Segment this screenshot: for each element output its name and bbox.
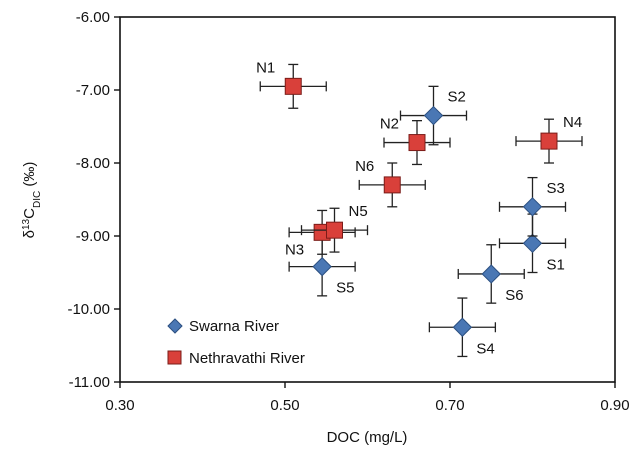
y-axis-title-sub: DIC [32, 191, 43, 208]
y-tick-label: -7.00 [76, 82, 110, 99]
point-label: N5 [349, 203, 368, 220]
point-label: S1 [547, 256, 565, 273]
data-point-square [383, 176, 401, 194]
data-point-diamond [522, 233, 543, 254]
x-tick-label: 0.30 [105, 397, 134, 414]
point-label: S3 [547, 180, 565, 197]
point-labels: S1 S2 S3 S4 S5 S6 N1 N2 N3 N4 N5 N6 [256, 59, 582, 357]
data-point-diamond [481, 264, 501, 284]
y-tick-label: -11.00 [69, 374, 110, 391]
x-axis-title: DOC (mg/L) [327, 429, 408, 446]
y-tick-label: -9.00 [76, 228, 110, 245]
point-label: N4 [563, 114, 582, 131]
point-label: N1 [256, 59, 275, 76]
point-label: N6 [355, 158, 374, 175]
legend-item-swarna: Swarna River [167, 318, 279, 335]
y-axis-title-sup: 13 [21, 218, 32, 230]
legend: Swarna River Nethravathi River [167, 318, 305, 367]
y-tick-label: -10.00 [67, 301, 110, 318]
data-point-square [326, 221, 343, 239]
y-axis-title-unit: (‰) [21, 162, 38, 191]
x-tick-label: 0.50 [270, 397, 299, 414]
point-label: S5 [336, 280, 354, 297]
data-point-diamond [522, 197, 543, 217]
legend-nethravathi-square-icon [167, 350, 182, 365]
y-axis-title: δ13CDIC (‰) [21, 162, 43, 239]
axis-ticks: 0.30 0.50 0.70 0.90 -6.00 -7.00 -8.00 -9.00 -10.… [67, 9, 629, 414]
plot-frame [119, 16, 616, 383]
point-label: N2 [380, 116, 399, 133]
x-tick-label: 0.70 [435, 397, 464, 414]
legend-swarna-label: Swarna River [189, 318, 279, 335]
x-tick-label: 0.90 [600, 397, 629, 414]
legend-item-nethravathi: Nethravathi River [167, 350, 305, 367]
legend-nethravathi-label: Nethravathi River [189, 350, 305, 367]
y-tick-label: -6.00 [76, 9, 110, 26]
data-point-diamond [423, 105, 444, 126]
y-tick-label: -8.00 [76, 155, 110, 172]
y-axis-title-delta: δ [21, 230, 38, 238]
point-label: S6 [505, 287, 523, 304]
data-point-diamond [312, 256, 332, 277]
point-label: N3 [285, 241, 304, 258]
y-axis-title-c: C [21, 208, 38, 219]
chart-marks [259, 63, 583, 358]
point-label: S2 [448, 89, 466, 106]
data-point-square [540, 132, 558, 150]
data-point-square [408, 134, 426, 152]
point-label: S4 [476, 340, 494, 357]
data-point-diamond [452, 317, 473, 337]
data-point-square [284, 77, 302, 95]
legend-swarna-diamond-icon [167, 318, 183, 334]
